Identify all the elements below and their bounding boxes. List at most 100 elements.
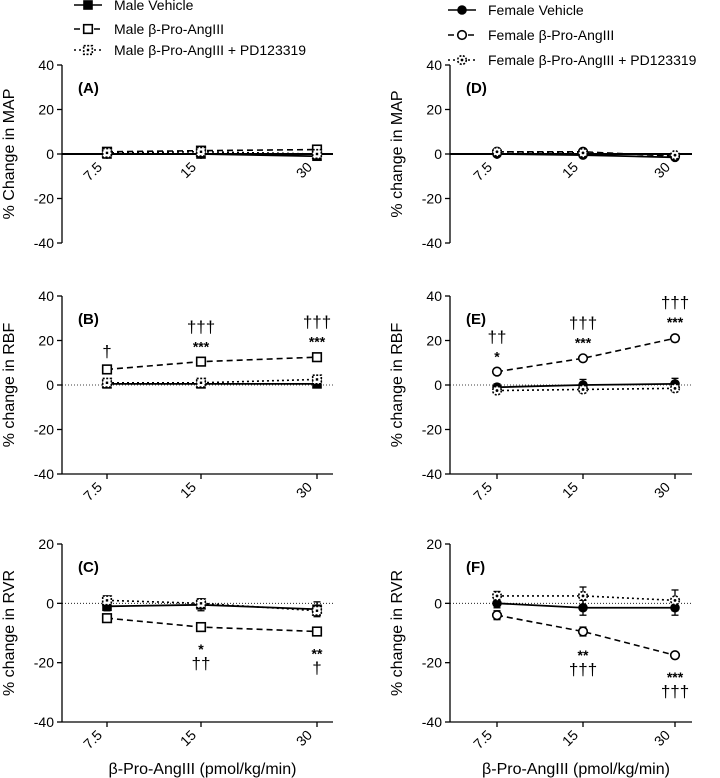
- series-line: [106, 150, 318, 155]
- legend-label: Female β-Pro-AngIII: [488, 27, 614, 43]
- data-point-dot: [199, 381, 203, 384]
- data-point-dot: [199, 150, 203, 153]
- significance-daggers: †††: [187, 317, 215, 336]
- significance-stars: ***: [667, 314, 684, 330]
- series-line: [106, 148, 318, 153]
- y-tick-label: 20: [38, 102, 54, 118]
- significance-stars: ***: [575, 335, 592, 351]
- data-point-dot: [581, 151, 585, 155]
- y-tick-label: 0: [434, 595, 442, 611]
- y-axis-title: % change in RBF: [1, 323, 18, 448]
- legend-label: Female Vehicle: [488, 2, 584, 18]
- y-tick-label: -40: [34, 235, 54, 251]
- data-point-dot: [495, 150, 499, 154]
- series-3: [101, 374, 323, 388]
- panel-f-rvr-female: 20 0 -20 -40 7.5 15 30 % change in RVR (F) β-Pro-…: [389, 536, 692, 778]
- significance-stars: ***: [193, 338, 210, 354]
- y-tick-label: -40: [34, 466, 54, 482]
- y-axis-title: % Change in MAP: [1, 89, 18, 220]
- series-line: [106, 617, 318, 633]
- y-tick-label: 0: [434, 146, 442, 162]
- significance-daggers: †††: [569, 660, 597, 679]
- y-tick-label: -20: [34, 422, 54, 438]
- y-tick-label: 20: [426, 102, 442, 118]
- panel-c-rvr-male: 20 0 -20 -40 7.5 15 30 % change in RVR (C) β-Pro-…: [1, 536, 333, 778]
- series-3: [491, 383, 681, 396]
- data-point: [101, 147, 113, 158]
- y-tick-label: 20: [38, 333, 54, 349]
- data-point: [195, 356, 207, 367]
- data-point-dot: [673, 386, 677, 390]
- data-point: [491, 146, 503, 157]
- data-point-dot: [199, 602, 203, 605]
- significance-daggers: †††: [303, 313, 331, 332]
- x-tick-label: 30: [293, 727, 315, 749]
- data-point: [311, 352, 323, 363]
- significance-daggers: †††: [661, 293, 689, 312]
- legend-item: Male β-Pro-AngIII + PD123319: [74, 42, 306, 58]
- x-tick-label: 15: [559, 727, 581, 749]
- x-tick-label: 7.5: [80, 727, 105, 752]
- panel-label: (E): [466, 311, 486, 328]
- legend-marker: [82, 44, 94, 56]
- series-line: [107, 378, 318, 384]
- legend-item: Male Vehicle: [74, 0, 194, 13]
- y-tick-label: -20: [34, 655, 54, 671]
- y-tick-label: 20: [426, 333, 442, 349]
- legend-marker: [456, 54, 468, 66]
- series-2: [491, 333, 681, 377]
- x-tick-label: 30: [651, 159, 673, 181]
- significance-daggers: ††: [488, 327, 507, 346]
- y-tick-label: 40: [426, 57, 442, 73]
- legend-marker-dot: [460, 58, 464, 62]
- data-point-dot: [495, 389, 499, 392]
- y-tick-label: 0: [46, 377, 54, 393]
- data-point: [577, 384, 589, 395]
- legend-label: Male β-Pro-AngIII: [114, 21, 224, 37]
- series-3: [491, 146, 681, 161]
- data-point: [101, 364, 113, 375]
- significance-stars: **: [578, 647, 589, 663]
- significance-daggers: ††: [192, 654, 211, 673]
- x-tick-label: 7.5: [470, 479, 495, 504]
- legend-label: Female β-Pro-AngIII + PD123319: [488, 52, 697, 68]
- x-axis-title: β-Pro-AngIII (pmol/kg/min): [482, 761, 670, 778]
- data-point-dot: [105, 381, 109, 384]
- significance-daggers: †: [102, 342, 111, 361]
- y-tick-label: -20: [34, 191, 54, 207]
- x-tick-label: 15: [559, 479, 581, 501]
- data-point-dot: [673, 153, 677, 157]
- x-tick-label: 30: [651, 727, 673, 749]
- data-point: [195, 146, 207, 157]
- significance-daggers: †††: [569, 314, 597, 333]
- series-line: [496, 614, 676, 657]
- x-axis-title: β-Pro-AngIII (pmol/kg/min): [109, 761, 297, 778]
- x-tick-label: 7.5: [80, 159, 105, 184]
- data-point: [577, 147, 589, 158]
- data-point: [669, 150, 681, 161]
- legend-item: Male β-Pro-AngIII: [74, 21, 224, 37]
- data-point-dot: [315, 378, 319, 381]
- data-point: [669, 595, 681, 606]
- significance-stars: *: [198, 641, 204, 657]
- data-point-dot: [495, 594, 499, 598]
- x-tick-label: 7.5: [470, 159, 495, 184]
- legend-item: Female β-Pro-AngIII + PD123319: [448, 52, 697, 68]
- data-point: [669, 383, 681, 394]
- legend-item: Female β-Pro-AngIII: [448, 27, 614, 43]
- significance-daggers: †††: [661, 682, 689, 701]
- series-1: [492, 598, 680, 616]
- series-1: [102, 598, 322, 618]
- legend-item: Female Vehicle: [448, 2, 584, 18]
- legend-male: Male Vehicle Male β-Pro-AngIII Male β-Pro-…: [74, 0, 306, 58]
- data-point: [577, 590, 589, 602]
- data-point: [195, 377, 207, 388]
- y-tick-label: 20: [426, 536, 442, 552]
- significance-stars: ***: [309, 334, 326, 350]
- y-tick-label: -20: [422, 191, 442, 207]
- data-point-dot: [105, 599, 109, 602]
- panel-label: (D): [466, 80, 487, 97]
- series-line: [106, 356, 318, 371]
- series-line: [106, 603, 318, 611]
